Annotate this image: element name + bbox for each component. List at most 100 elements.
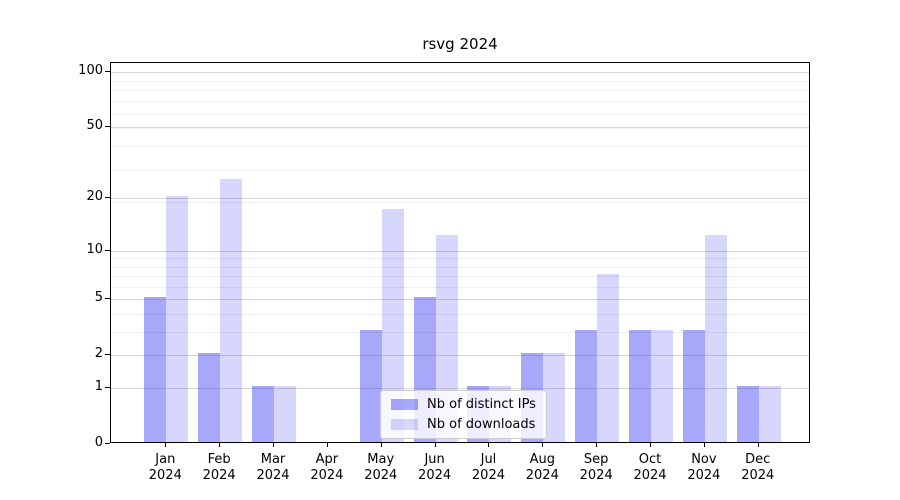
x-tick-mark — [542, 443, 544, 447]
bar-distinct-ips-dec — [736, 386, 759, 442]
x-tick-year: 2024 — [310, 468, 344, 483]
y-tick-label: 1 — [94, 379, 103, 395]
minor-gridline — [111, 169, 809, 171]
minor-gridline — [111, 101, 809, 103]
x-tick-month: Sep — [583, 452, 609, 467]
x-tick-label-oct: Oct 2024 — [620, 452, 680, 484]
x-tick-label-nov: Nov 2024 — [674, 452, 734, 484]
x-tick-label-feb: Feb 2024 — [189, 452, 249, 484]
minor-gridline — [111, 202, 809, 204]
bar-downloads-nov — [704, 235, 727, 442]
legend-swatch-downloads — [391, 419, 418, 430]
y-tick-label: 50 — [86, 117, 103, 133]
plot-area — [110, 62, 810, 443]
legend-swatch-distinct-ips — [391, 399, 418, 410]
legend-item-distinct-ips: Nb of distinct IPs — [391, 397, 536, 412]
major-gridline — [111, 250, 809, 252]
bar-distinct-ips-may — [359, 330, 382, 442]
x-tick-month: Aug — [529, 452, 555, 467]
x-tick-year: 2024 — [471, 468, 505, 483]
y-tick-label: 20 — [86, 189, 103, 205]
x-tick-month: Jan — [155, 452, 176, 467]
x-tick-month: Mar — [260, 452, 286, 467]
bar-downloads-mar — [274, 386, 297, 442]
major-gridline — [111, 71, 809, 73]
x-tick-month: Nov — [691, 452, 717, 467]
x-tick-mark — [650, 443, 652, 447]
x-tick-mark — [488, 443, 490, 447]
minor-gridline — [111, 332, 809, 334]
major-gridline — [111, 355, 809, 357]
legend-label-downloads: Nb of downloads — [427, 417, 536, 432]
x-tick-year: 2024 — [579, 468, 613, 483]
y-tick-label: 10 — [86, 241, 103, 257]
minor-gridline — [111, 146, 809, 148]
bar-downloads-feb — [220, 179, 243, 442]
y-tick-mark — [105, 354, 110, 356]
bar-distinct-ips-nov — [682, 330, 705, 442]
x-tick-label-apr: Apr 2024 — [297, 452, 357, 484]
bar-distinct-ips-mar — [252, 386, 275, 442]
x-tick-mark — [434, 443, 436, 447]
bar-downloads-jan — [166, 196, 189, 442]
x-tick-label-sep: Sep 2024 — [566, 452, 626, 484]
x-tick-month: Jul — [480, 452, 497, 467]
x-tick-mark — [596, 443, 598, 447]
legend-item-downloads: Nb of downloads — [391, 417, 536, 432]
minor-gridline — [111, 286, 809, 288]
y-tick-label: 5 — [94, 290, 103, 306]
x-tick-mark — [757, 443, 759, 447]
y-tick-mark — [105, 443, 110, 444]
x-tick-mark — [326, 443, 328, 447]
x-tick-year: 2024 — [418, 468, 452, 483]
x-tick-year: 2024 — [525, 468, 559, 483]
y-tick-label: 0 — [94, 435, 103, 450]
bar-distinct-ips-sep — [575, 330, 598, 442]
y-tick-mark — [105, 70, 110, 72]
x-tick-mark — [703, 443, 705, 447]
bar-downloads-may — [381, 208, 404, 442]
x-tick-year: 2024 — [741, 468, 775, 483]
bar-distinct-ips-jan — [144, 297, 167, 442]
legend: Nb of distinct IPs Nb of downloads — [380, 390, 547, 439]
minor-gridline — [111, 90, 809, 92]
y-tick-label: 100 — [78, 62, 103, 78]
x-tick-mark — [165, 443, 167, 447]
x-tick-year: 2024 — [687, 468, 721, 483]
x-tick-label-jan: Jan 2024 — [135, 452, 195, 484]
x-tick-label-dec: Dec 2024 — [728, 452, 788, 484]
bar-distinct-ips-oct — [629, 330, 652, 442]
major-gridline — [111, 198, 809, 200]
x-tick-month: Dec — [745, 452, 771, 467]
x-tick-month: Oct — [638, 452, 662, 467]
x-tick-month: Jun — [424, 452, 445, 467]
x-tick-month: May — [367, 452, 395, 467]
major-gridline — [111, 299, 809, 301]
minor-gridline — [111, 128, 809, 130]
major-gridline — [111, 126, 809, 128]
x-tick-label-may: May 2024 — [351, 452, 411, 484]
x-tick-year: 2024 — [148, 468, 182, 483]
x-tick-month: Apr — [315, 452, 339, 467]
x-tick-year: 2024 — [364, 468, 398, 483]
minor-gridline — [111, 80, 809, 82]
chart-title: rsvg 2024 — [422, 35, 498, 53]
y-tick-mark — [105, 125, 110, 127]
x-tick-month: Feb — [207, 452, 231, 467]
y-tick-mark — [105, 298, 110, 300]
bar-distinct-ips-feb — [198, 353, 221, 442]
x-tick-label-jun: Jun 2024 — [405, 452, 465, 484]
bar-downloads-aug — [543, 353, 566, 442]
major-gridline — [111, 388, 809, 390]
y-tick-mark — [105, 197, 110, 199]
y-tick-label: 2 — [94, 346, 103, 362]
minor-gridline — [111, 113, 809, 115]
legend-label-distinct-ips: Nb of distinct IPs — [427, 397, 536, 412]
x-tick-year: 2024 — [256, 468, 290, 483]
bar-downloads-sep — [597, 274, 620, 442]
x-tick-label-aug: Aug 2024 — [512, 452, 572, 484]
y-tick-mark — [105, 249, 110, 251]
minor-gridline — [111, 266, 809, 268]
minor-gridline — [111, 314, 809, 316]
